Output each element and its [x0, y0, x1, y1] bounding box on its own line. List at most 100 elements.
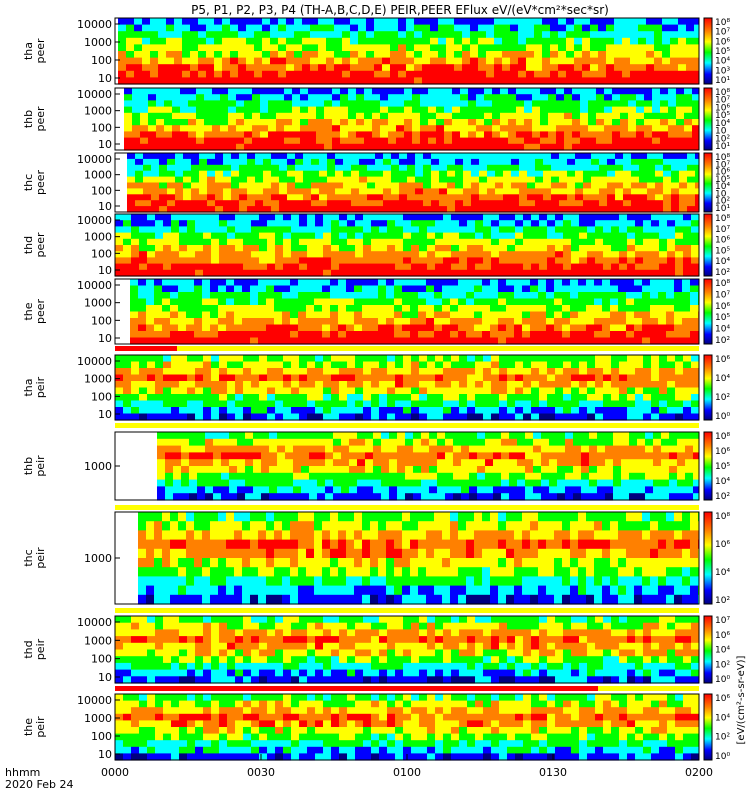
spectrogram-cell — [285, 459, 293, 466]
spectrogram-cell — [355, 394, 363, 401]
spectrogram-cell — [271, 188, 279, 195]
spectrogram-cell — [123, 233, 131, 240]
spectrogram-cell — [623, 183, 631, 190]
spectrogram-cell — [663, 177, 671, 184]
spectrogram-cell — [293, 473, 301, 480]
spectrogram-cell — [437, 473, 445, 480]
spectrogram-cell — [290, 325, 298, 332]
spectrogram-cell — [411, 245, 419, 252]
spectrogram-cell — [206, 38, 214, 45]
spectrogram-cell — [427, 388, 435, 395]
spectrogram-cell — [183, 159, 191, 166]
spectrogram-cell — [478, 51, 486, 58]
spectrogram-cell — [291, 251, 299, 258]
spectrogram-cell — [683, 245, 691, 252]
spectrogram-cell — [463, 177, 471, 184]
spectrogram-cell — [259, 368, 267, 375]
spectrogram-cell — [148, 94, 156, 101]
spectrogram-cell — [381, 466, 389, 473]
spectrogram-cell — [538, 305, 546, 312]
spectrogram-cell — [526, 51, 534, 58]
spectrogram-cell — [509, 486, 517, 493]
spectrogram-cell — [509, 480, 517, 487]
spectrogram-cell — [527, 177, 535, 184]
spectrogram-cell — [253, 486, 261, 493]
spectrogram-cell — [501, 466, 509, 473]
spectrogram-cell — [308, 113, 316, 120]
spectrogram-cell — [498, 318, 506, 325]
spectrogram-cell — [227, 381, 235, 388]
spectrogram-cell — [405, 452, 413, 459]
spectrogram-cell — [580, 119, 588, 126]
spectrogram-cell — [539, 257, 547, 264]
spectrogram-cell — [291, 239, 299, 246]
spectrogram-cell — [485, 439, 493, 446]
spectrogram-cell — [131, 257, 139, 264]
spectrogram-cell — [367, 153, 375, 160]
spectrogram-cell — [620, 107, 628, 114]
spectrogram-cell — [148, 107, 156, 114]
spectrogram-cell — [468, 88, 476, 95]
spectrogram-cell — [135, 183, 143, 190]
spectrogram-cell — [679, 188, 687, 195]
spectrogram-cell — [451, 251, 459, 258]
spectrogram-cell — [215, 183, 223, 190]
spectrogram-cell — [142, 58, 150, 65]
spectrogram-cell — [595, 226, 603, 233]
spectrogram-cell — [516, 94, 524, 101]
spectrogram-cell — [531, 226, 539, 233]
spectrogram-cell — [290, 299, 298, 306]
y-tick-label: 1000 — [84, 373, 112, 386]
spectrogram-cell — [347, 368, 355, 375]
spectrogram-cell — [163, 381, 171, 388]
spectrogram-cell — [378, 299, 386, 306]
spectrogram-cell — [635, 407, 643, 414]
spectrogram-cell — [243, 245, 251, 252]
spectrogram-cell — [254, 18, 262, 25]
spectrogram-cell — [195, 368, 203, 375]
spectrogram-cell — [395, 245, 403, 252]
spectrogram-cell — [245, 439, 253, 446]
spectrogram-cell — [194, 292, 202, 299]
spectrogram-cell — [526, 44, 534, 51]
spectrogram-cell — [295, 194, 303, 201]
spectrogram-cell — [582, 25, 590, 32]
spectrogram-cell — [166, 58, 174, 65]
spectrogram-cell — [423, 188, 431, 195]
spectrogram-cell — [687, 183, 695, 190]
spectrogram-cell — [350, 71, 358, 78]
spectrogram-cell — [476, 125, 484, 132]
spectrogram-cell — [202, 325, 210, 332]
spectrogram-cell — [395, 233, 403, 240]
spectrogram-cell — [551, 165, 559, 172]
spectrogram-cell — [563, 264, 571, 271]
spectrogram-cell — [446, 31, 454, 38]
spectrogram-cell — [587, 362, 595, 369]
spectrogram-cell — [387, 368, 395, 375]
spectrogram-cell — [487, 188, 495, 195]
spectrogram-cell — [139, 226, 147, 233]
spectrogram-cell — [397, 493, 405, 500]
spectrogram-cell — [411, 388, 419, 395]
spectrogram-cell — [179, 394, 187, 401]
spectrogram-cell — [230, 38, 238, 45]
spectrogram-cell — [140, 107, 148, 114]
spectrogram-cell — [405, 473, 413, 480]
spectrogram-cell — [439, 165, 447, 172]
spectrogram-cell — [155, 355, 163, 362]
spectrogram-cell — [292, 88, 300, 95]
spectrogram-cell — [215, 177, 223, 184]
spectrogram-cell — [398, 64, 406, 71]
spectrogram-cell — [279, 200, 287, 207]
spectrogram-cell — [444, 138, 452, 145]
spectrogram-cell — [482, 305, 490, 312]
panel-thb-peir: 1000thb peir10²10⁴10⁵10⁶10⁸ — [22, 423, 730, 502]
spectrogram-cell — [533, 432, 541, 439]
spectrogram-cell — [115, 401, 123, 408]
spectrogram-cell — [223, 165, 231, 172]
spectrogram-cell — [139, 407, 147, 414]
spectrogram-cell — [651, 264, 659, 271]
spectrogram-cell — [635, 220, 643, 227]
spectrogram-cell — [127, 171, 135, 178]
spectrogram-cell — [446, 38, 454, 45]
